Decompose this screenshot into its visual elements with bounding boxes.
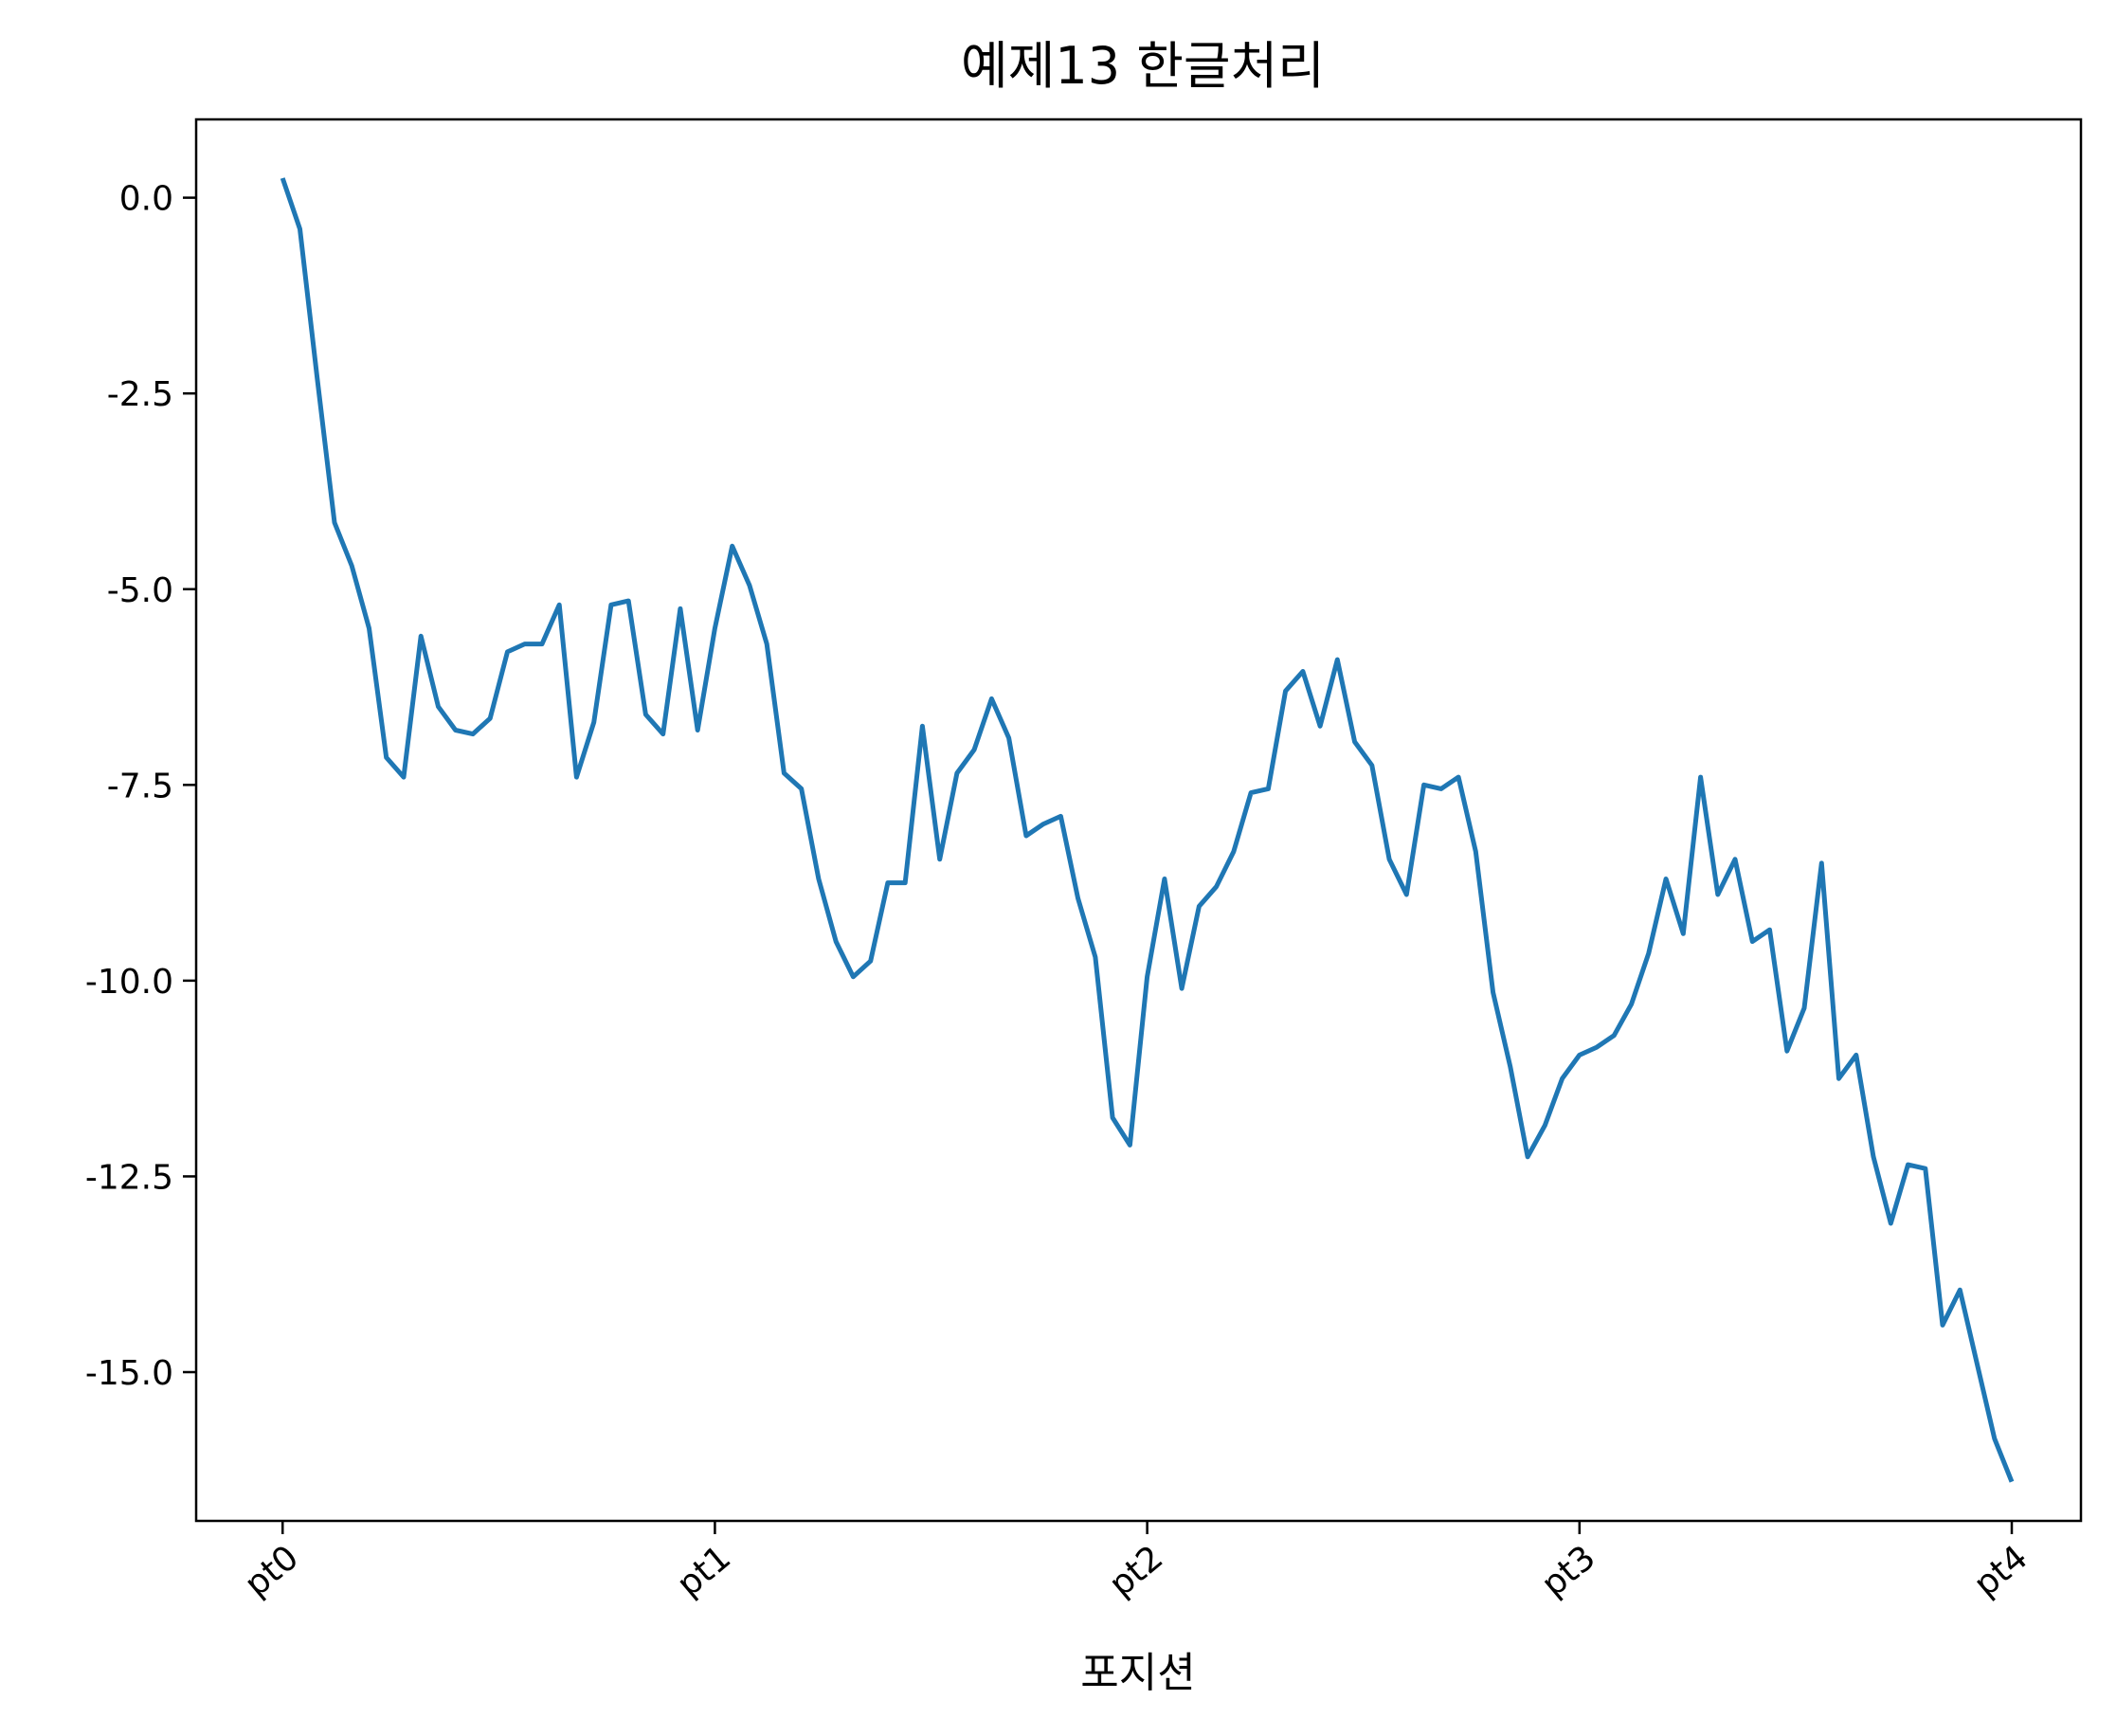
y-tick-label: -10.0 xyxy=(85,963,173,1002)
x-axis: pt0 pt1 pt2 pt3 pt4 xyxy=(238,1521,2035,1604)
x-tick-label: pt2 xyxy=(1102,1538,1170,1604)
x-tick-label: pt3 xyxy=(1534,1538,1602,1604)
y-tick-label: -7.5 xyxy=(107,767,173,805)
y-tick-label: -5.0 xyxy=(107,571,173,610)
x-tick-label: pt0 xyxy=(238,1538,306,1604)
y-tick-label: -12.5 xyxy=(85,1158,173,1197)
y-axis: 0.0 -2.5 -5.0 -7.5 -10.0 -12.5 -15.0 xyxy=(85,180,196,1393)
series-line-0 xyxy=(280,177,2015,1483)
y-tick-label: 0.0 xyxy=(119,180,173,219)
chart-title: 예제13 한글처리 xyxy=(961,36,1325,96)
y-tick-label: -15.0 xyxy=(85,1354,173,1393)
x-tick-label: pt1 xyxy=(670,1538,738,1604)
x-axis-label: 포지션 xyxy=(1080,1649,1195,1697)
x-tick-label: pt4 xyxy=(1967,1538,2035,1604)
y-tick-label: -2.5 xyxy=(107,375,173,414)
plot-frame xyxy=(194,118,2083,1523)
series-layer xyxy=(280,177,2015,1483)
